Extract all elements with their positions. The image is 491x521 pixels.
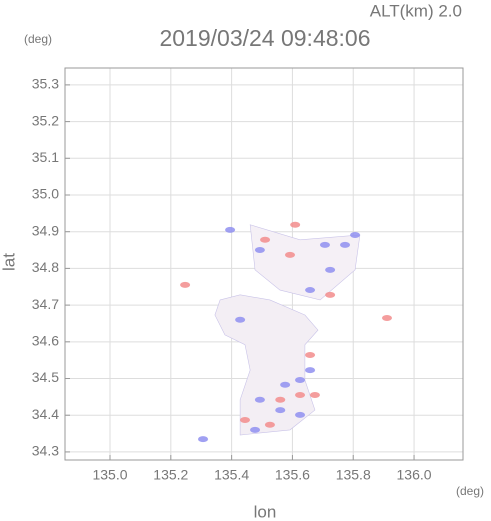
plot-area [65, 68, 463, 460]
y-tick-label: 35.3 [32, 76, 59, 92]
echo-point [284, 251, 295, 258]
echo-point [280, 381, 291, 388]
x-tick-label: 136.0 [397, 467, 432, 483]
echo-point [180, 281, 191, 288]
echo-point [305, 287, 316, 294]
echo-point [198, 436, 209, 443]
echo-area [249, 224, 361, 301]
y-tick-label: 34.7 [32, 296, 59, 312]
echo-point [275, 407, 286, 414]
echo-point [239, 416, 250, 423]
echo-area [214, 294, 319, 436]
x-tick-label: 135.6 [275, 467, 310, 483]
echo-point [319, 241, 330, 248]
echo-point [340, 241, 351, 248]
y-tick-label: 34.6 [32, 333, 59, 349]
echo-point [250, 426, 261, 433]
x-tick-label: 135.2 [153, 467, 188, 483]
echo-point [290, 221, 301, 228]
x-tick-label: 135.4 [214, 467, 249, 483]
plot-frame [64, 67, 464, 461]
echo-point [309, 392, 320, 399]
echo-point [325, 291, 336, 298]
echo-point [235, 316, 246, 323]
y-tick-label: 34.5 [32, 369, 59, 385]
echo-point [325, 266, 336, 273]
echo-point [275, 396, 286, 403]
echo-point [254, 247, 265, 254]
x-axis-label: lon [254, 502, 277, 521]
x-unit: (deg) [456, 484, 484, 498]
y-unit: (deg) [24, 32, 52, 46]
echo-point [305, 352, 316, 359]
y-axis-label: lat [0, 253, 18, 271]
echo-point [295, 392, 306, 399]
y-tick-label: 34.4 [32, 406, 59, 422]
x-tick-label: 135.0 [92, 467, 127, 483]
echo-point [295, 411, 306, 418]
y-tick-label: 34.8 [32, 259, 59, 275]
echo-point [350, 232, 361, 239]
x-tick-label: 135.8 [336, 467, 371, 483]
y-tick-label: 34.3 [32, 443, 59, 459]
echo-point [260, 236, 271, 243]
echo-point [264, 421, 275, 428]
chart-title: 2019/03/24 09:48:06 [159, 25, 370, 51]
y-tick-label: 35.1 [32, 149, 59, 165]
y-tick-label: 34.9 [32, 222, 59, 238]
echo-point [225, 226, 236, 233]
echo-point [254, 396, 265, 403]
y-tick-label: 35.0 [32, 186, 59, 202]
echo-point [305, 367, 316, 374]
altitude-label: ALT(km) 2.0 [370, 1, 462, 20]
y-tick-label: 35.2 [32, 112, 59, 128]
echo-point [295, 376, 306, 383]
echo-point [381, 314, 392, 321]
